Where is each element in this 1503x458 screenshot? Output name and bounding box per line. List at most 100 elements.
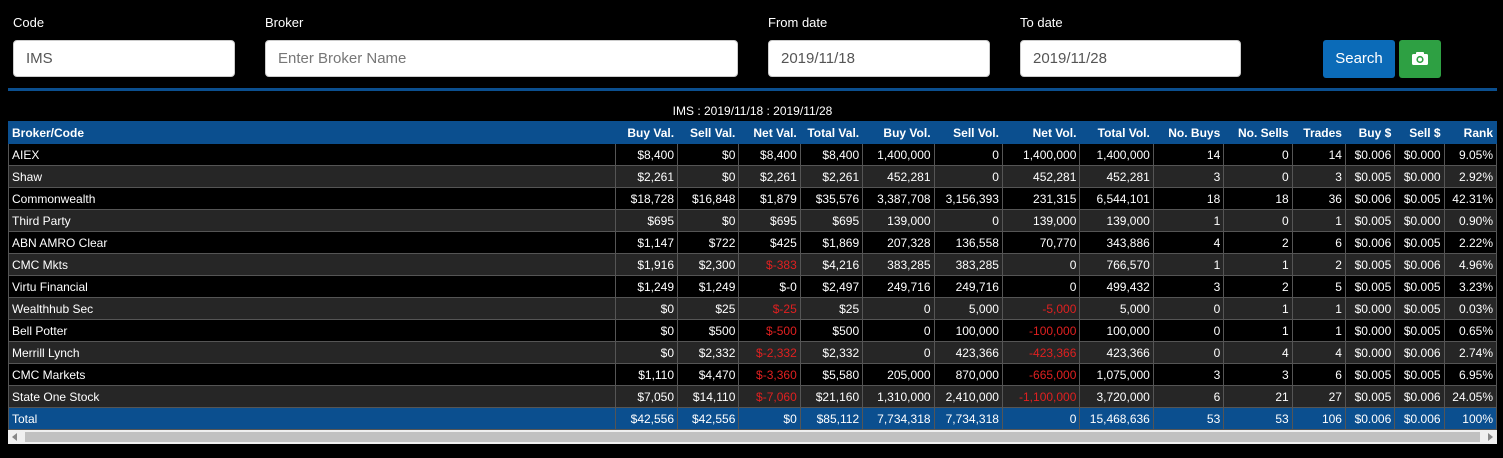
- column-header[interactable]: Total Val.: [799, 121, 864, 144]
- from-date-input[interactable]: 2019/11/18: [768, 40, 990, 77]
- table-cell: 0.90%: [1443, 209, 1498, 232]
- scrollbar-thumb[interactable]: [25, 432, 1480, 442]
- table-row[interactable]: CMC Mkts $1,916 $2,300 $-383 $4,216 383,285 38…: [8, 253, 1498, 276]
- table-row[interactable]: Merrill Lynch $0 $2,332 $-2,332 $2,332 0 423,3…: [8, 341, 1498, 364]
- total-cell: $0.006: [1344, 407, 1396, 430]
- total-cell: 0: [1001, 407, 1081, 430]
- table-cell: 1,400,000: [862, 143, 935, 166]
- column-header[interactable]: Broker/Code: [8, 121, 616, 144]
- table-row[interactable]: Virtu Financial $1,249 $1,249 $-0 $2,497 249,…: [8, 275, 1498, 298]
- table-cell: $5,580: [799, 363, 864, 386]
- table-cell: 4: [1223, 341, 1293, 364]
- table-cell: 0: [1001, 275, 1081, 298]
- column-header[interactable]: Buy Val.: [614, 121, 679, 144]
- table-cell: $-0: [738, 275, 801, 298]
- total-cell: $42,556: [677, 407, 740, 430]
- broker-input[interactable]: Enter Broker Name: [265, 40, 738, 77]
- table-cell: 2: [1223, 231, 1293, 254]
- table-cell: 136,558: [933, 231, 1003, 254]
- table-cell: $0: [614, 319, 679, 342]
- table-cell: 3: [1152, 165, 1225, 188]
- table-cell: 1: [1152, 209, 1225, 232]
- table-cell: 21: [1223, 385, 1293, 408]
- table-cell: 2.74%: [1443, 341, 1498, 364]
- table-cell: $14,110: [677, 385, 740, 408]
- table-cell: $-3,360: [738, 363, 801, 386]
- table-cell: $-383: [738, 253, 801, 276]
- table-cell: $4,216: [799, 253, 864, 276]
- table-cell: $0.005: [1394, 231, 1445, 254]
- table-row[interactable]: AIEX $8,400 $0 $8,400 $8,400 1,400,000 0 1,400,…: [8, 143, 1498, 166]
- table-cell: $1,869: [799, 231, 864, 254]
- table-cell: 3: [1291, 165, 1346, 188]
- table-cell: $1,879: [738, 187, 801, 210]
- table-row[interactable]: Third Party $695 $0 $695 $695 139,000 0 139,000…: [8, 209, 1498, 232]
- table-header-row: Broker/Code Buy Val. Sell Val. Net Val. Tota…: [8, 121, 1498, 144]
- table-cell: 423,366: [1079, 341, 1154, 364]
- table-cell: $0.005: [1394, 319, 1445, 342]
- table-cell: $0.005: [1394, 363, 1445, 386]
- column-header[interactable]: Buy Vol.: [862, 121, 935, 144]
- to-date-input[interactable]: 2019/11/28: [1020, 40, 1241, 77]
- search-button[interactable]: Search: [1323, 40, 1395, 78]
- table-cell: 0: [1223, 143, 1293, 166]
- table-cell: -1,100,000: [1001, 385, 1081, 408]
- table-cell: $0.000: [1394, 165, 1445, 188]
- table-cell: $7,050: [614, 385, 679, 408]
- broker-label: Broker: [265, 15, 304, 30]
- table-cell: 207,328: [862, 231, 935, 254]
- screenshot-button[interactable]: [1399, 40, 1441, 78]
- table-cell: 139,000: [862, 209, 935, 232]
- column-header[interactable]: No. Buys: [1152, 121, 1225, 144]
- table-row[interactable]: Bell Potter $0 $500 $-500 $500 0 100,000 -100,0…: [8, 319, 1498, 342]
- horizontal-scrollbar[interactable]: [8, 430, 1497, 444]
- table-cell: 452,281: [1001, 165, 1081, 188]
- table-cell: $0.006: [1394, 385, 1445, 408]
- table-cell: $0.006: [1394, 253, 1445, 276]
- table-cell: 343,886: [1079, 231, 1154, 254]
- column-header[interactable]: Buy $: [1344, 121, 1396, 144]
- column-header[interactable]: Sell Val.: [677, 121, 740, 144]
- table-row[interactable]: Wealthhub Sec $0 $25 $-25 $25 0 5,000 -5,000 5,0…: [8, 297, 1498, 320]
- table-cell: 1: [1223, 297, 1293, 320]
- table-title: IMS : 2019/11/18 : 2019/11/28: [672, 104, 833, 118]
- table-cell: 6: [1152, 385, 1225, 408]
- scroll-right-arrow-icon[interactable]: [1488, 433, 1493, 441]
- column-header[interactable]: Sell $: [1394, 121, 1445, 144]
- table-cell: $1,110: [614, 363, 679, 386]
- code-input[interactable]: IMS: [13, 40, 235, 77]
- table-cell: 383,285: [933, 253, 1003, 276]
- table-cell: 24.05%: [1443, 385, 1498, 408]
- table-row[interactable]: ABN AMRO Clear $1,147 $722 $425 $1,869 207,32…: [8, 231, 1498, 254]
- table-cell: $-2,332: [738, 341, 801, 364]
- table-cell: $0: [614, 297, 679, 320]
- table-cell: $0.005: [1344, 363, 1396, 386]
- table-cell: 0: [1001, 253, 1081, 276]
- column-header[interactable]: Sell Vol.: [933, 121, 1003, 144]
- column-header[interactable]: Net Val.: [738, 121, 801, 144]
- table-cell: $0: [677, 165, 740, 188]
- table-cell: 1: [1291, 209, 1346, 232]
- table-cell: $-25: [738, 297, 801, 320]
- table-cell: $0.005: [1394, 275, 1445, 298]
- column-header[interactable]: Trades: [1291, 121, 1346, 144]
- table-cell: 0: [862, 341, 935, 364]
- column-header[interactable]: Rank: [1443, 121, 1498, 144]
- table-cell: $25: [677, 297, 740, 320]
- table-cell: 100,000: [1079, 319, 1154, 342]
- table-row[interactable]: Shaw $2,261 $0 $2,261 $2,261 452,281 0 452,281 4…: [8, 165, 1498, 188]
- column-header[interactable]: Net Vol.: [1001, 121, 1081, 144]
- total-cell: $85,112: [799, 407, 864, 430]
- table-cell: $695: [738, 209, 801, 232]
- table-row[interactable]: State One Stock $7,050 $14,110 $-7,060 $21,1…: [8, 385, 1498, 408]
- total-cell: 100%: [1443, 407, 1498, 430]
- table-row[interactable]: CMC Markets $1,110 $4,470 $-3,360 $5,580 205,…: [8, 363, 1498, 386]
- table-cell: $1,916: [614, 253, 679, 276]
- column-header[interactable]: No. Sells: [1223, 121, 1293, 144]
- table-row[interactable]: Commonwealth $18,728 $16,848 $1,879 $35,576 3…: [8, 187, 1498, 210]
- column-header[interactable]: Total Vol.: [1079, 121, 1154, 144]
- table-cell: $35,576: [799, 187, 864, 210]
- scroll-left-arrow-icon[interactable]: [12, 433, 17, 441]
- table-cell: 6: [1291, 363, 1346, 386]
- table-cell: $0.005: [1344, 209, 1396, 232]
